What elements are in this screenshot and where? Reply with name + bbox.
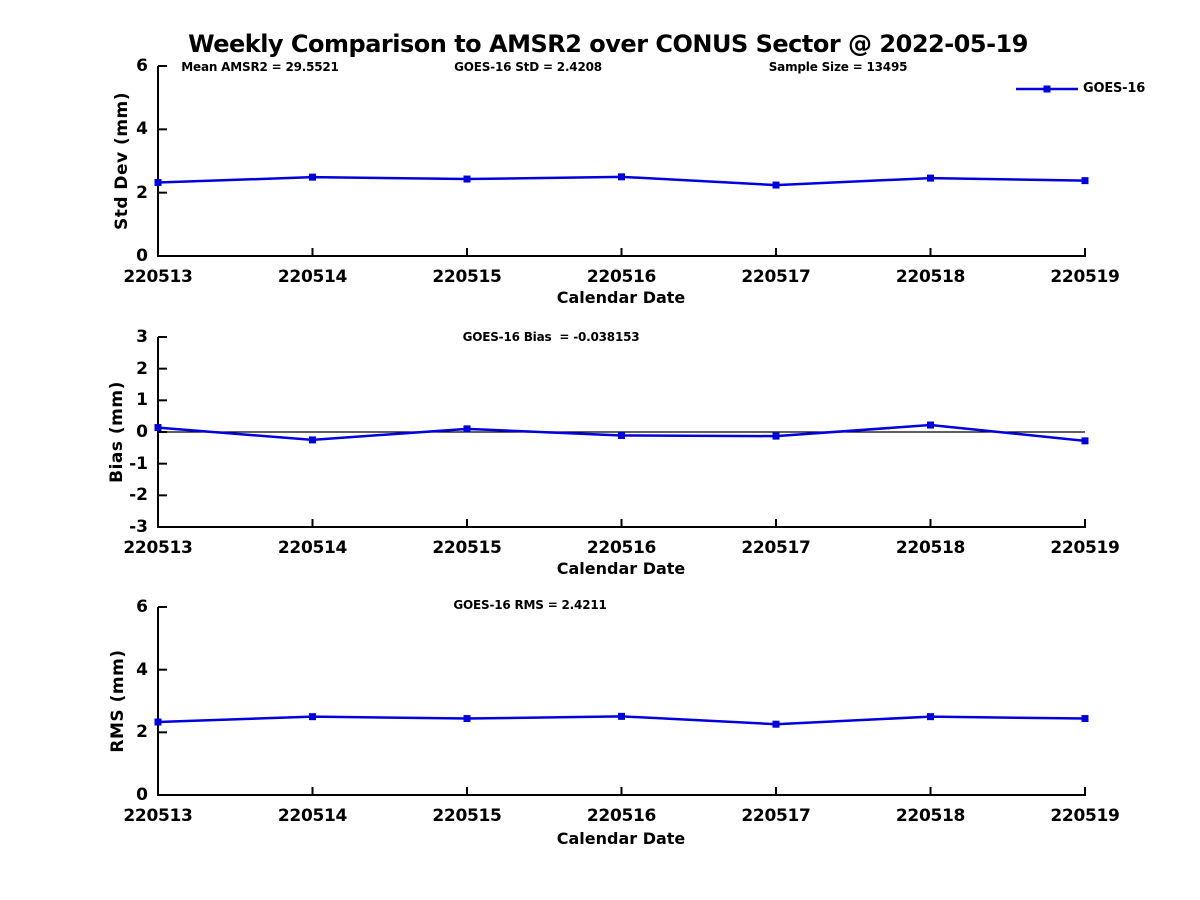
x-tick-label: 220514 [277,806,348,826]
bias-x-axis-label: Calendar Date [556,559,686,578]
x-tick-label: 220513 [123,538,193,558]
y-tick-label: 2 [136,182,148,203]
data-point-marker [309,173,316,181]
legend-marker [1043,85,1051,93]
y-tick-label: 6 [136,597,148,617]
data-point-marker [618,173,625,181]
data-point-marker [772,432,780,440]
data-point-marker [154,424,162,432]
x-tick-label: 220517 [741,806,811,826]
data-point-marker [154,179,162,187]
y-tick-label: -2 [129,485,148,506]
data-point-marker [772,181,780,189]
legend-label: GOES-16 [1083,81,1146,96]
y-tick-label: 1 [136,390,148,411]
x-tick-label: 220519 [1050,806,1120,826]
y-tick-label: -3 [129,517,148,537]
y-tick-label: 2 [136,358,148,379]
y-tick-label: 4 [136,659,148,680]
data-point-marker [1081,715,1089,723]
y-tick-label: 2 [136,722,148,743]
data-point-marker [463,175,471,183]
x-tick-label: 220513 [123,267,193,287]
y-tick-label: 4 [136,119,148,140]
annotation-goes16-bias: GOES-16 Bias = -0.038153 [462,330,640,344]
data-point-marker [1081,177,1089,185]
y-tick-label: 0 [136,422,148,442]
y-tick-label: 0 [136,246,148,266]
data-point-marker [618,712,625,720]
x-tick-label: 220515 [432,806,502,826]
data-point-marker [309,436,316,444]
data-point-marker [927,713,934,721]
data-point-marker [1081,437,1089,445]
x-tick-label: 220516 [586,806,657,826]
x-tick-label: 220514 [277,538,348,558]
data-point-marker [309,713,316,721]
x-tick-label: 220518 [895,267,966,287]
stddev-y-axis-label: Std Dev (mm) [112,91,132,231]
x-tick-label: 220517 [741,267,811,287]
x-tick-label: 220515 [432,267,502,287]
x-tick-label: 220517 [741,538,811,558]
x-tick-label: 220518 [895,538,966,558]
data-point-marker [154,718,162,726]
y-tick-label: 3 [136,327,148,347]
y-tick-label: -1 [129,453,148,474]
x-tick-label: 220518 [895,806,966,826]
annotation-mean-amsr2: Mean AMSR2 = 29.5521 [181,60,339,74]
x-tick-label: 220513 [123,806,193,826]
annotation-goes16-std: GOES-16 StD = 2.4208 [454,60,602,74]
data-point-marker [618,431,625,439]
rms-x-axis-label: Calendar Date [556,829,686,848]
x-tick-label: 220515 [432,538,502,558]
x-tick-label: 220519 [1050,267,1120,287]
data-point-marker [927,174,934,182]
x-tick-label: 220516 [586,267,657,287]
x-tick-label: 220519 [1050,538,1120,558]
x-tick-label: 220514 [277,267,348,287]
data-point-marker [927,421,934,429]
annotation-sample-size: Sample Size = 13495 [768,60,908,74]
annotation-goes16-rms: GOES-16 RMS = 2.4211 [453,598,607,612]
data-point-marker [463,425,471,433]
figure-title: Weekly Comparison to AMSR2 over CONUS Se… [188,30,1028,58]
x-tick-label: 220516 [586,538,657,558]
y-tick-label: 0 [136,785,148,805]
y-tick-label: 6 [136,56,148,76]
data-point-marker [772,720,780,728]
stddev-x-axis-label: Calendar Date [556,288,686,307]
data-point-marker [463,715,471,723]
